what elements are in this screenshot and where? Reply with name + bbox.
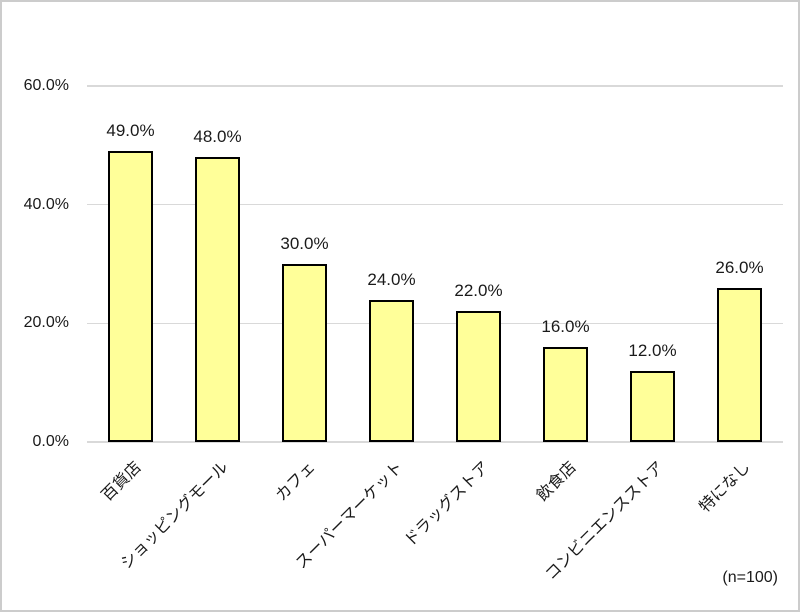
gridline	[87, 441, 783, 443]
bar-value-label: 24.0%	[367, 270, 416, 289]
bar-value-label: 22.0%	[454, 281, 503, 300]
y-axis-tick-label: 40.0%	[23, 195, 69, 213]
y-axis-tick-label: 20.0%	[23, 314, 69, 332]
bar	[717, 288, 762, 442]
bar-cell: 49.0%	[87, 86, 174, 442]
bar-value-label: 48.0%	[193, 127, 242, 146]
x-axis-category-label: 百貨店	[99, 458, 146, 505]
bar-value-label: 49.0%	[106, 121, 155, 140]
x-axis-category-label: ドラッグストア	[402, 458, 494, 550]
bar	[108, 151, 153, 442]
bar	[543, 347, 588, 442]
bar-value-label: 30.0%	[280, 234, 329, 253]
x-axis-category-label: カフェ	[273, 458, 320, 505]
gridline	[87, 203, 783, 206]
bar-cell: 48.0%	[174, 86, 261, 442]
x-axis-category-label: 飲食店	[534, 458, 581, 505]
bar	[369, 300, 414, 442]
bar-value-label: 26.0%	[715, 258, 764, 277]
bar	[282, 264, 327, 442]
bar-series: 49.0% 48.0% 30.0% 24.0% 22.0% 16.0% 12.0% 26.0%	[87, 86, 783, 442]
y-axis-tick-label: 60.0%	[23, 77, 69, 94]
y-axis-tick-label: 0.0%	[32, 433, 69, 450]
bar-cell: 22.0%	[435, 86, 522, 442]
bar-cell: 30.0%	[261, 86, 348, 442]
gridline	[87, 85, 783, 87]
bar	[630, 371, 675, 442]
bar-value-label: 12.0%	[628, 341, 677, 360]
bar	[456, 311, 501, 442]
gridline	[87, 322, 783, 325]
bar-cell: 24.0%	[348, 86, 435, 442]
bar-cell: 16.0%	[522, 86, 609, 442]
bar-value-label: 16.0%	[541, 317, 590, 336]
plot-area: 49.0% 48.0% 30.0% 24.0% 22.0% 16.0% 12.0% 26.0%	[87, 85, 783, 443]
bar-cell: 26.0%	[696, 86, 783, 442]
bar-cell: 12.0%	[609, 86, 696, 442]
bar	[195, 157, 240, 442]
sample-size-note: (n=100)	[722, 569, 778, 586]
x-axis-category-label: 特になし	[696, 458, 755, 516]
